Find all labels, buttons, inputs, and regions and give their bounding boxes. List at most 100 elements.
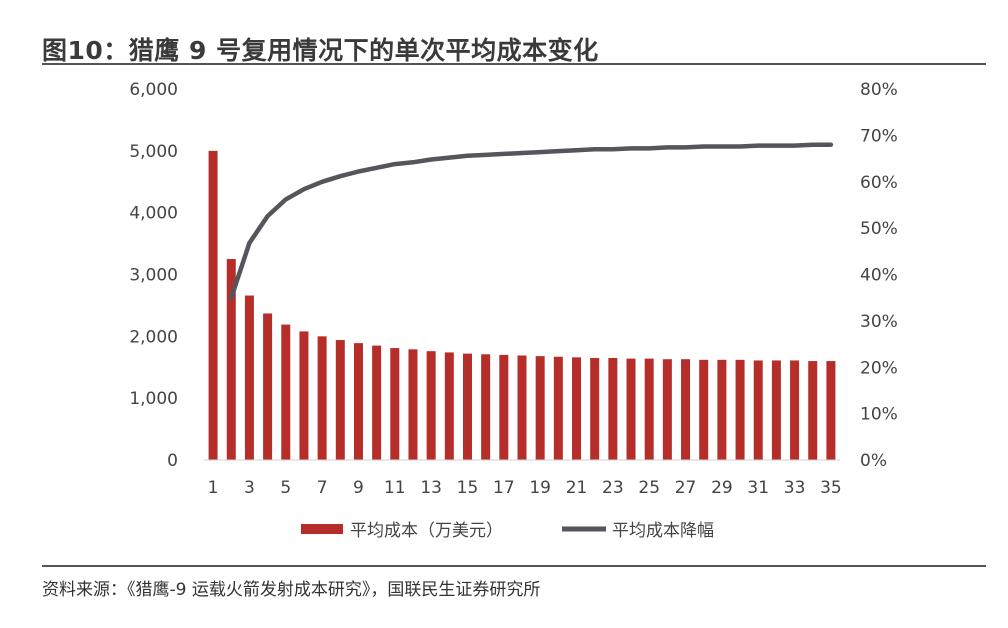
- y-left-tick-label: 1,000: [129, 389, 178, 409]
- y-right-tick-label: 60%: [860, 173, 898, 193]
- line-point: [230, 296, 233, 299]
- line-point: [484, 154, 487, 156]
- source-rule: [42, 565, 986, 567]
- line-point: [702, 145, 705, 148]
- line-point: [321, 180, 323, 183]
- bar: [735, 359, 745, 460]
- legend-swatch-bar: [301, 524, 343, 534]
- line-point: [394, 163, 396, 165]
- line-point: [339, 175, 342, 177]
- line-point: [684, 146, 687, 149]
- line-point: [357, 170, 360, 173]
- line-point: [266, 215, 269, 217]
- line-point: [503, 153, 505, 155]
- bar: [499, 354, 509, 460]
- line-point: [412, 161, 414, 164]
- bar: [481, 354, 491, 460]
- title-rule: [42, 63, 986, 65]
- bar: [771, 360, 781, 460]
- series-line: [229, 142, 834, 300]
- line-point: [612, 148, 614, 151]
- line-point: [539, 151, 541, 153]
- bar: [699, 359, 709, 460]
- line-point: [666, 146, 669, 149]
- bar: [299, 331, 309, 460]
- line-point: [830, 143, 832, 146]
- y-right-tick-label: 20%: [860, 358, 898, 378]
- y-left-tick-label: 5,000: [129, 142, 178, 162]
- x-tick-label: 31: [747, 478, 769, 498]
- bar: [408, 349, 418, 460]
- bar: [263, 313, 273, 460]
- figure-title: 图10：猎鹰 9 号复用情况下的单次平均成本变化: [42, 36, 599, 65]
- legend-label-line: 平均成本降幅: [612, 521, 714, 541]
- bar: [808, 361, 818, 460]
- bar: [353, 343, 363, 460]
- x-tick-label: 1: [208, 478, 219, 498]
- line-point: [593, 148, 596, 151]
- x-tick-label: 11: [384, 478, 406, 498]
- bar: [681, 359, 691, 460]
- line-point: [775, 144, 778, 147]
- bar: [444, 352, 454, 460]
- x-tick-label: 27: [675, 478, 697, 498]
- bar: [281, 324, 291, 460]
- bar: [590, 357, 600, 460]
- line-point: [303, 188, 305, 190]
- x-tick-label: 13: [420, 478, 442, 498]
- y-left-tick-label: 2,000: [129, 327, 178, 347]
- bar: [753, 360, 763, 460]
- legend: 平均成本（万美元） 平均成本降幅: [301, 521, 714, 541]
- x-tick-label: 21: [566, 478, 588, 498]
- y-right-tick-label: 80%: [860, 80, 898, 100]
- line-point: [575, 149, 578, 152]
- line-point: [521, 152, 523, 154]
- y-right-tick-label: 30%: [860, 312, 898, 332]
- x-tick-label: 7: [317, 478, 328, 498]
- line-point: [284, 198, 287, 201]
- bar: [535, 356, 545, 460]
- x-tick-label: 3: [244, 478, 255, 498]
- bar: [317, 336, 327, 460]
- x-tick-label: 17: [493, 478, 515, 498]
- bar: [390, 348, 400, 460]
- line-point: [721, 145, 723, 148]
- line-point: [430, 158, 432, 161]
- line-point: [448, 156, 451, 159]
- line-point: [811, 143, 814, 146]
- x-tick-label: 5: [280, 478, 291, 498]
- bar: [662, 359, 672, 460]
- y-right-tick-label: 50%: [860, 219, 898, 239]
- x-tick-label: 23: [602, 478, 624, 498]
- x-tick-label: 9: [353, 478, 364, 498]
- line-point: [248, 242, 251, 244]
- bar: [553, 356, 563, 460]
- line-point: [630, 147, 632, 150]
- bar: [608, 357, 618, 460]
- bar: [372, 345, 382, 460]
- x-tick-label: 35: [820, 478, 842, 498]
- line-point: [375, 167, 378, 169]
- right-axis: 0% 10% 20% 30% 40% 50% 60% 70% 80%: [860, 80, 898, 471]
- bar: [572, 357, 582, 460]
- line-point: [793, 144, 796, 147]
- bar: [244, 295, 254, 460]
- y-right-tick-label: 10%: [860, 405, 898, 425]
- y-right-tick-label: 0%: [860, 451, 887, 471]
- x-tick-label: 33: [784, 478, 806, 498]
- bar: [462, 353, 472, 460]
- x-axis: 1 3 5 7 9 11 13 15 17 19 21 23 25 27 29 31 33 35: [208, 478, 842, 498]
- x-tick-label: 15: [457, 478, 479, 498]
- y-right-tick-label: 40%: [860, 266, 898, 286]
- bar: [426, 351, 436, 460]
- bar: [517, 355, 527, 460]
- x-tick-label: 19: [529, 478, 551, 498]
- bar: [717, 359, 727, 460]
- bar: [226, 259, 236, 460]
- bar: [790, 360, 800, 460]
- y-left-tick-label: 4,000: [129, 204, 178, 224]
- bar: [644, 358, 654, 460]
- line-point: [739, 145, 741, 148]
- source-note: 资料来源：《猎鹰-9 运载火箭发射成本研究》，国联民生证券研究所: [42, 580, 541, 600]
- x-tick-label: 25: [638, 478, 660, 498]
